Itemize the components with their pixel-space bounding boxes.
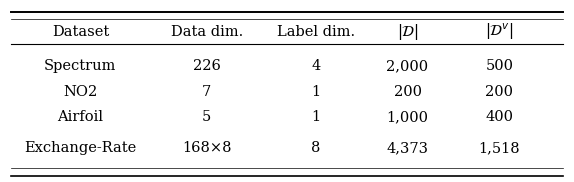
Text: Spectrum: Spectrum	[44, 60, 117, 73]
Text: 400: 400	[486, 110, 513, 124]
Text: 5: 5	[202, 110, 211, 124]
Text: 4: 4	[311, 60, 320, 73]
Text: 1,000: 1,000	[386, 110, 429, 124]
Text: 1: 1	[311, 110, 320, 124]
Text: Label dim.: Label dim.	[277, 25, 355, 39]
Text: $|\mathcal{D}^{v}|$: $|\mathcal{D}^{v}|$	[485, 21, 514, 42]
Text: 500: 500	[486, 60, 513, 73]
Text: 168×8: 168×8	[182, 141, 231, 155]
Text: $|\mathcal{D}|$: $|\mathcal{D}|$	[397, 22, 418, 42]
Text: Exchange-Rate: Exchange-Rate	[24, 141, 137, 155]
Text: 200: 200	[486, 85, 513, 99]
Text: Data dim.: Data dim.	[170, 25, 243, 39]
Text: NO2: NO2	[63, 85, 98, 99]
Text: Dataset: Dataset	[52, 25, 109, 39]
Text: 4,373: 4,373	[386, 141, 429, 155]
Text: 1,518: 1,518	[479, 141, 520, 155]
Text: 7: 7	[202, 85, 211, 99]
Text: 8: 8	[311, 141, 320, 155]
Text: 226: 226	[193, 60, 220, 73]
Text: 1: 1	[311, 85, 320, 99]
Text: 200: 200	[394, 85, 421, 99]
Text: Airfoil: Airfoil	[57, 110, 103, 124]
Text: 2,000: 2,000	[386, 60, 429, 73]
